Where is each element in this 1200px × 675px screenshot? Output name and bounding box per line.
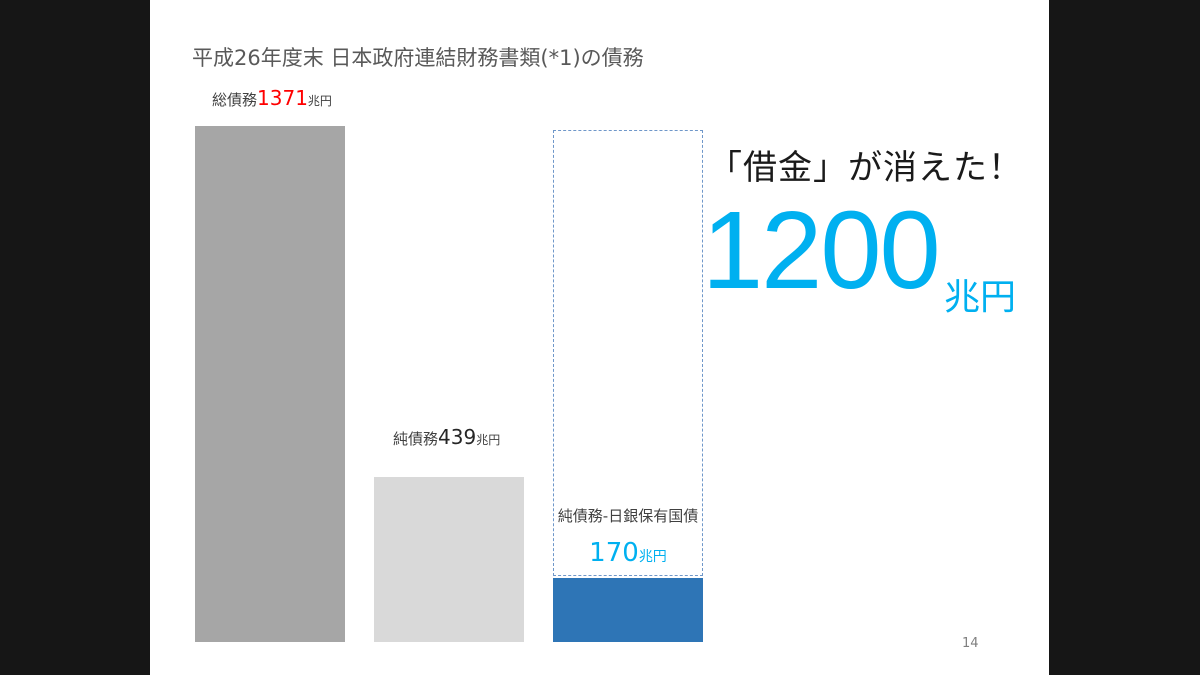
bar-label-total-debt: 総債務1371兆円 [212, 86, 332, 110]
bar-value-label: 170 [589, 538, 639, 568]
bar-net-debt-minus-boj [553, 578, 703, 642]
bar-label-net-debt: 純債務439兆円 [393, 425, 500, 449]
bar-label-net-debt-minus-boj: 純債務-日銀保有国債 [543, 505, 713, 526]
bar-label-prefix: 総債務 [212, 91, 258, 109]
bar-unit-label: 兆円 [476, 432, 501, 447]
big-value-unit: 兆円 [944, 277, 1017, 318]
page-number: 14 [962, 636, 979, 651]
bar-value-net-debt-minus-boj: 170兆円 [553, 538, 703, 568]
bar-label-prefix: 純債務 [393, 429, 439, 448]
bar-unit-label: 兆円 [307, 94, 332, 108]
bar-unit-label: 兆円 [638, 549, 667, 565]
bar-label-prefix: 純債務-日銀保有国債 [557, 507, 699, 525]
bar-total-debt [195, 126, 345, 642]
slide-title: 平成26年度末 日本政府連結財務書類(*1)の債務 [192, 46, 644, 70]
headline-debt-vanished: 「借金」が消えた！ [708, 148, 1023, 188]
bar-net-debt [374, 476, 524, 642]
bar-value-label: 439 [438, 424, 477, 449]
bar-value-label: 1371 [257, 86, 308, 110]
dashed-outline-eliminated-debt [553, 130, 703, 577]
presentation-slide: 平成26年度末 日本政府連結財務書類(*1)の債務 総債務1371兆円 純債務4… [150, 0, 1049, 675]
big-value-number: 1200 [702, 189, 941, 312]
